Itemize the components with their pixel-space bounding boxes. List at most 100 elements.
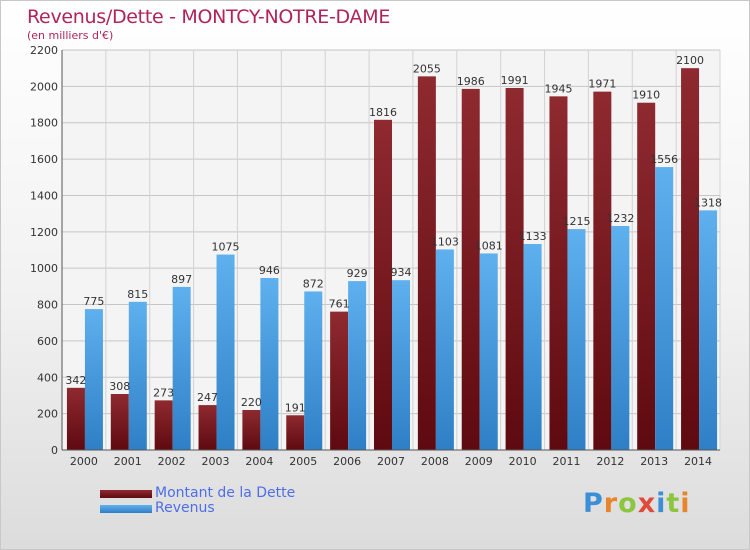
y-tick-label: 400 (37, 371, 58, 384)
value-label-dette: 1816 (369, 106, 397, 119)
value-label-dette: 761 (329, 298, 350, 311)
bar-revenus (479, 253, 498, 450)
x-tick-label: 2010 (509, 455, 537, 468)
value-label-revenus: 1556 (650, 153, 678, 166)
bar-dette (286, 415, 305, 450)
y-tick-label: 1000 (30, 262, 58, 275)
value-label-revenus: 934 (391, 266, 412, 279)
value-label-revenus: 1075 (212, 241, 240, 254)
legend-item-dette: Montant de la Dette (100, 486, 295, 501)
value-label-dette: 220 (241, 396, 262, 409)
y-tick-label: 1800 (30, 117, 58, 130)
x-tick-label: 2000 (70, 455, 98, 468)
y-tick-label: 1600 (30, 153, 58, 166)
legend-label-dette: Montant de la Dette (155, 485, 296, 501)
value-label-revenus: 1103 (431, 235, 459, 248)
value-label-dette: 1910 (632, 89, 660, 102)
value-label-dette: 191 (285, 401, 306, 414)
value-label-dette: 2100 (676, 54, 704, 67)
value-label-dette: 1986 (457, 75, 485, 88)
y-tick-label: 600 (37, 335, 58, 348)
chart-subtitle: (en milliers d'€) (27, 29, 114, 42)
value-label-revenus: 897 (171, 273, 192, 286)
bar-revenus (216, 254, 235, 450)
bar-dette (417, 76, 436, 450)
logo-letter: x (637, 488, 657, 519)
bar-revenus (435, 249, 454, 450)
bar-dette (374, 119, 392, 451)
value-label-revenus: 775 (83, 295, 104, 308)
value-label-revenus: 929 (347, 267, 368, 280)
bar-revenus (523, 244, 542, 450)
bar-dette (593, 91, 612, 451)
bar-revenus (611, 226, 630, 450)
legend-swatch-dette (100, 489, 152, 498)
logo-letter: r (603, 488, 619, 519)
x-tick-label: 2007 (377, 455, 405, 468)
bar-dette (330, 311, 349, 450)
bar-revenus (348, 281, 367, 450)
legend-swatch-revenus (100, 504, 152, 513)
bar-revenus (699, 210, 718, 450)
x-tick-label: 2001 (114, 455, 142, 468)
value-label-revenus: 1081 (475, 239, 503, 252)
y-tick-label: 2000 (30, 80, 58, 93)
y-tick-label: 1200 (30, 226, 58, 239)
legend-label-revenus: Revenus (155, 500, 215, 516)
x-tick-label: 2006 (333, 455, 361, 468)
bar-revenus (128, 301, 147, 450)
value-label-dette: 1991 (501, 74, 529, 87)
bar-dette (154, 400, 173, 450)
y-tick-label: 200 (37, 408, 58, 421)
chart-legend: Montant de la Dette Revenus (100, 486, 295, 516)
value-label-dette: 273 (153, 386, 174, 399)
bar-dette (637, 102, 656, 451)
y-tick-label: 800 (37, 299, 58, 312)
x-tick-label: 2005 (289, 455, 317, 468)
proxiti-logo: Proxiti (583, 488, 691, 519)
value-label-revenus: 946 (259, 264, 280, 277)
legend-item-revenus: Revenus (100, 501, 295, 516)
x-tick-label: 2012 (596, 455, 624, 468)
bar-revenus (304, 291, 323, 450)
bar-dette (242, 410, 261, 450)
bar-revenus (260, 278, 279, 450)
value-label-dette: 2055 (413, 62, 441, 75)
bar-revenus (655, 167, 674, 450)
chart-title: Revenus/Dette - MONTCY-NOTRE-DAME (27, 6, 391, 28)
value-label-dette: 342 (65, 374, 86, 387)
y-tick-label: 2200 (30, 44, 58, 57)
logo-letter: t (666, 488, 681, 519)
bar-revenus (567, 229, 586, 450)
bar-dette (505, 88, 524, 450)
bar-dette (66, 387, 85, 450)
value-label-revenus: 1133 (519, 230, 547, 243)
bar-revenus (84, 309, 103, 450)
bar-revenus (172, 286, 191, 450)
logo-letter: o (618, 488, 638, 519)
y-tick-label: 1400 (30, 189, 58, 202)
value-label-dette: 1945 (544, 82, 572, 95)
bar-dette (681, 68, 700, 450)
value-label-dette: 1971 (588, 78, 616, 91)
x-tick-label: 2011 (552, 455, 580, 468)
value-label-revenus: 1318 (694, 196, 722, 209)
value-label-dette: 308 (109, 380, 130, 393)
bar-dette (461, 88, 480, 450)
value-label-revenus: 815 (127, 288, 148, 301)
bar-revenus (392, 280, 410, 450)
value-label-revenus: 1232 (606, 212, 634, 225)
x-tick-label: 2004 (245, 455, 273, 468)
x-tick-label: 2013 (640, 455, 668, 468)
value-label-revenus: 1215 (562, 215, 590, 228)
x-tick-label: 2002 (158, 455, 186, 468)
x-tick-label: 2008 (421, 455, 449, 468)
bar-dette (110, 394, 129, 450)
x-tick-label: 2003 (202, 455, 230, 468)
bar-dette (198, 405, 217, 450)
y-tick-label: 0 (51, 444, 58, 457)
x-tick-label: 2009 (465, 455, 493, 468)
value-label-dette: 247 (197, 391, 218, 404)
logo-letter: i (656, 488, 667, 519)
